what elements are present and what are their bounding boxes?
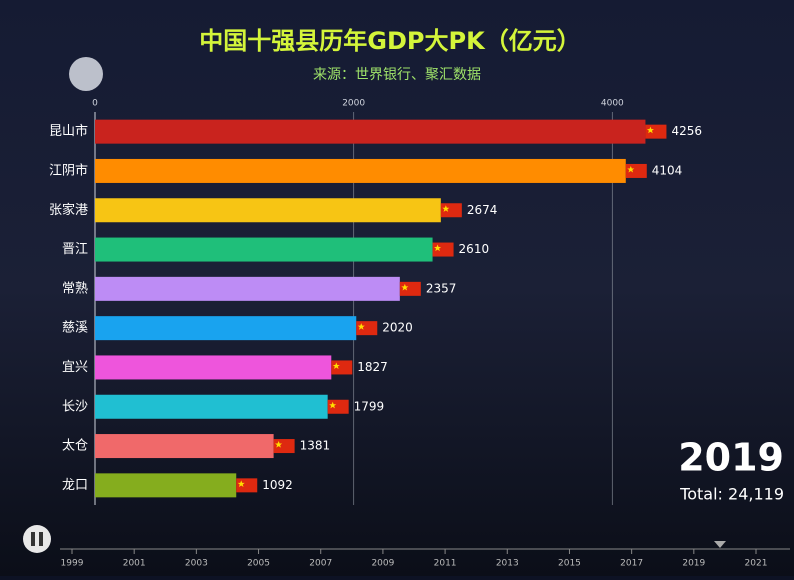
flag-star [329,401,337,409]
pause-icon [31,532,35,546]
flag-star [237,480,245,487]
bar [95,394,328,419]
flag-star [275,441,283,448]
category-label: 江阴市 [49,162,88,178]
timeline-label: 2015 [558,559,581,569]
flag-star [401,283,409,291]
category-label: 宜兴 [62,360,88,375]
flag [331,360,353,375]
flag-star [434,244,442,252]
x-tick-label: 4000 [601,99,624,109]
flag [356,321,378,336]
bar [95,473,237,498]
bar [95,158,626,183]
value-label: 1092 [262,478,293,492]
timeline-label: 2001 [123,559,146,569]
timeline-label: 2021 [745,559,768,569]
flag [432,242,454,257]
value-label: 2610 [459,242,490,256]
value-label: 2020 [382,321,413,335]
x-tick-label: 0 [92,99,98,109]
bar [95,355,332,380]
timeline-label: 2019 [682,559,705,569]
timeline-label: 2011 [434,559,457,569]
category-label: 晋江 [62,242,88,257]
chart-subtitle: 来源：世界银行、聚汇数据 [313,67,481,83]
timeline-label: 2005 [247,559,270,569]
category-label: 常熟 [62,280,88,296]
category-label: 长沙 [62,399,88,414]
category-label: 龙口 [62,478,88,493]
bar [95,316,357,341]
category-label: 太仓 [62,439,88,454]
timeline-label: 1999 [61,559,84,569]
flag [399,281,421,296]
timeline-label: 2017 [620,559,643,569]
value-label: 2357 [426,281,457,295]
flag [645,124,667,139]
value-label: 1827 [357,360,388,374]
flag [440,203,462,218]
timeline-label: 2013 [496,559,519,569]
flag-star [357,323,365,330]
timeline-label: 2007 [309,559,332,569]
category-label: 慈溪 [62,321,88,336]
flag [327,399,349,414]
timeline-label: 2003 [185,559,208,569]
bar [95,276,400,301]
flag [273,439,295,454]
total-label: Total: 24,119 [679,485,784,504]
x-tick-label: 2000 [342,99,365,109]
value-label: 4256 [671,124,702,138]
bar [95,237,433,262]
flag-star [442,205,450,212]
flag-star [627,165,635,173]
timeline-marker[interactable] [714,541,726,548]
value-label: 1381 [300,439,331,453]
value-label: 1799 [354,399,385,413]
category-label: 张家港 [49,202,88,218]
category-label: 昆山市 [49,123,88,139]
moon [69,57,103,91]
flag-star [332,362,340,370]
pause-icon [39,532,43,546]
chart-title: 中国十强县历年GDP大PK（亿元） [199,27,580,55]
flag-star [646,126,654,134]
value-label: 4104 [652,163,683,177]
bar [95,198,441,223]
bar [95,119,646,144]
flag [625,163,647,178]
bar [95,434,274,459]
current-year: 2019 [678,436,784,480]
flag [236,478,258,493]
value-label: 2674 [467,203,498,217]
timeline-label: 2009 [371,559,394,569]
pause-button[interactable] [23,525,51,553]
